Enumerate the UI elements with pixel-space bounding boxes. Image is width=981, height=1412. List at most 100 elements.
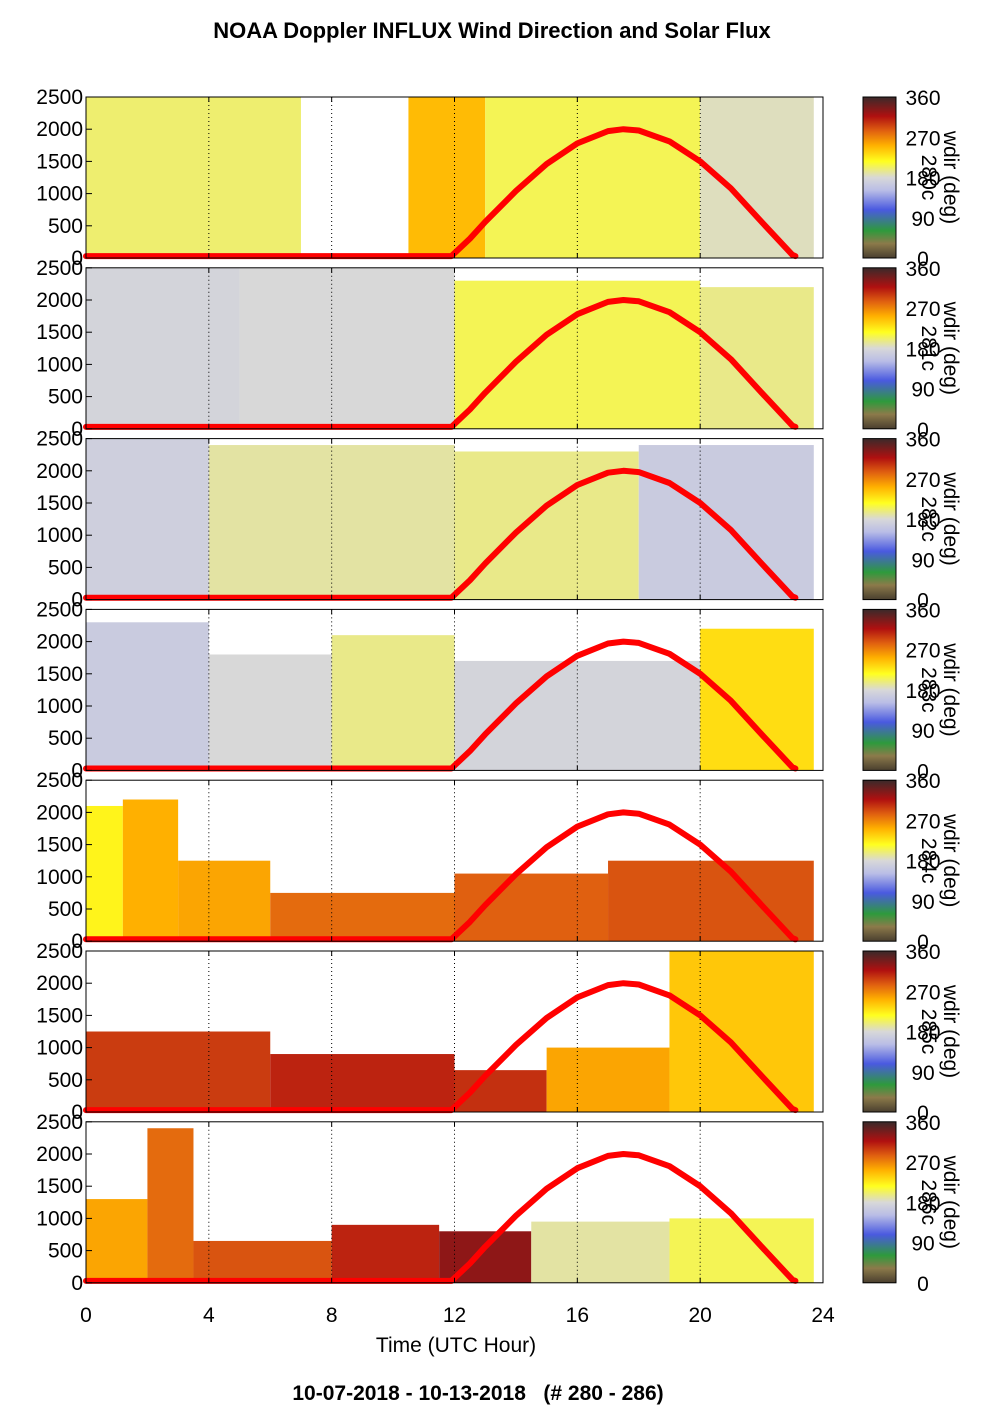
- colorbar-tick-label: 180: [905, 851, 940, 874]
- y-tick-label: 0: [71, 1101, 83, 1124]
- colorbar-tick-label: 90: [911, 1062, 934, 1085]
- wind-segment: [331, 1224, 440, 1283]
- colorbar-label: wdir (deg): [939, 471, 962, 565]
- colorbar-tick-label: 360: [905, 770, 940, 793]
- colorbar-tick-label: 270: [905, 298, 940, 321]
- y-tick-label: 0: [71, 418, 83, 441]
- colorbar-tick-label: 270: [905, 127, 940, 150]
- y-tick-label: 500: [48, 898, 83, 921]
- y-tick-label: 2000: [36, 460, 83, 483]
- colorbar-tick-label: 0: [917, 931, 929, 954]
- y-tick-label: 0: [71, 247, 83, 270]
- x-tick-label: 20: [688, 1304, 711, 1327]
- y-tick-label: 0: [71, 930, 83, 953]
- colorbar-tick-label: 90: [911, 208, 934, 231]
- colorbar-tick-label: 180: [905, 168, 940, 191]
- colorbar-label: wdir (deg): [939, 130, 962, 224]
- solar-flux-curve: [83, 1151, 799, 1284]
- colorbar-tick-label: 0: [917, 1273, 929, 1296]
- colorbar: [862, 1121, 897, 1284]
- colorbar-label: wdir (deg): [939, 1155, 962, 1249]
- y-tick-label: 500: [48, 1240, 83, 1263]
- y-tick-label: 1500: [36, 834, 83, 857]
- colorbar-tick-label: 270: [905, 1152, 940, 1175]
- x-tick-label: 0: [80, 1304, 92, 1327]
- panel-2: 0 500 1000 1500 2000 2500 0 90 180 270 360 wdir (de…: [36, 257, 962, 442]
- y-tick-label: 1500: [36, 663, 83, 686]
- wind-segment: [86, 438, 209, 600]
- colorbar-tick-label: 90: [911, 720, 934, 743]
- colorbar-tick-label: 360: [905, 258, 940, 281]
- y-tick-label: 0: [71, 759, 83, 782]
- day-label: 280c: [917, 155, 940, 201]
- colorbar-tick-label: 90: [911, 891, 934, 914]
- wind-segment: [669, 951, 814, 1112]
- y-tick-label: 2500: [36, 86, 83, 109]
- x-tick-label: 24: [811, 1304, 835, 1327]
- y-tick-label: 2500: [36, 598, 83, 621]
- solar-flux-curve: [83, 809, 799, 943]
- wind-segment: [86, 1031, 271, 1112]
- solar-flux-curve: [83, 126, 799, 260]
- chart-title: NOAA Doppler INFLUX Wind Direction and S…: [213, 18, 771, 43]
- wind-segment: [454, 873, 609, 942]
- y-tick-label: 2000: [36, 1143, 83, 1166]
- wind-segment: [270, 892, 455, 942]
- wind-segment: [208, 654, 332, 771]
- colorbar-label: wdir (deg): [939, 642, 962, 736]
- colorbar-tick-label: 180: [905, 1022, 940, 1045]
- y-tick-label: 2500: [36, 257, 83, 280]
- colorbar-tick-label: 270: [905, 810, 940, 833]
- y-tick-label: 1000: [36, 524, 83, 547]
- colorbar-tick-label: 180: [905, 680, 940, 703]
- colorbar-tick-label: 270: [905, 469, 940, 492]
- colorbar-label: wdir (deg): [939, 984, 962, 1078]
- solar-flux-curve: [83, 980, 799, 1114]
- wind-segment: [531, 1221, 670, 1283]
- y-tick-label: 1500: [36, 492, 83, 515]
- wind-segment: [454, 280, 701, 429]
- colorbar: [862, 608, 897, 771]
- y-tick-label: 1000: [36, 1037, 83, 1060]
- colorbar-tick-label: 0: [917, 419, 929, 442]
- day-label: 283c: [917, 667, 940, 713]
- colorbar-tick-label: 360: [905, 429, 940, 452]
- colorbar: [862, 779, 897, 942]
- y-tick-label: 2000: [36, 289, 83, 312]
- wind-segment: [700, 628, 814, 771]
- y-tick-label: 1500: [36, 321, 83, 344]
- wind-segment: [86, 622, 209, 771]
- colorbar-label: wdir (deg): [939, 301, 962, 395]
- wind-segment: [193, 1240, 332, 1283]
- colorbar-tick-label: 360: [905, 941, 940, 964]
- y-tick-label: 500: [48, 727, 83, 750]
- panel-1: 0 500 1000 1500 2000 2500 0 90 180 270 360 wdir (de…: [36, 86, 962, 271]
- x-tick-label: 4: [203, 1304, 215, 1327]
- y-tick-label: 1500: [36, 1175, 83, 1198]
- y-tick-label: 2500: [36, 428, 83, 451]
- colorbar-tick-label: 90: [911, 549, 934, 572]
- day-label: 286c: [917, 1180, 940, 1226]
- y-tick-label: 0: [71, 1272, 83, 1295]
- wind-segment: [86, 805, 123, 942]
- y-tick-label: 2500: [36, 769, 83, 792]
- day-label: 285c: [917, 1009, 940, 1055]
- wind-segment: [485, 97, 701, 258]
- colorbar: [862, 96, 897, 259]
- panel-6: 0 500 1000 1500 2000 2500 0 90 180 270 360 wdir (de…: [36, 940, 962, 1125]
- colorbar-tick-label: 180: [905, 509, 940, 532]
- y-tick-label: 500: [48, 386, 83, 409]
- wind-segment: [454, 660, 701, 771]
- y-tick-label: 2000: [36, 801, 83, 824]
- x-tick-label: 8: [326, 1304, 338, 1327]
- day-label: 282c: [917, 496, 940, 542]
- wind-segment: [239, 267, 455, 429]
- wind-segment: [208, 445, 455, 600]
- x-tick-labels: 0 4 8 12 16 20 24: [80, 1304, 835, 1327]
- colorbar: [862, 438, 897, 601]
- panel-7: 0 500 1000 1500 2000 2500 0 90 180 270 360 wdir (de…: [36, 1111, 962, 1296]
- x-tick-label: 12: [443, 1304, 466, 1327]
- solar-flux-curve: [83, 297, 799, 430]
- solar-flux-curve: [83, 638, 799, 772]
- y-tick-label: 1500: [36, 150, 83, 173]
